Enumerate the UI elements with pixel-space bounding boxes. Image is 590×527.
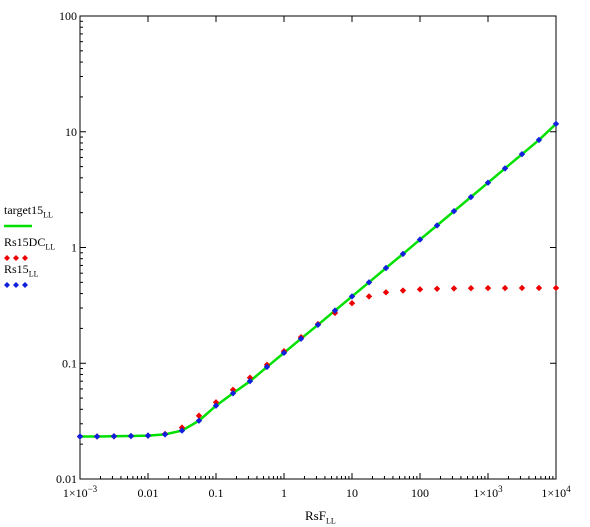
data-point-Rs15 bbox=[535, 136, 543, 144]
data-point-Rs15DC bbox=[450, 285, 458, 292]
data-point-Rs15DC bbox=[535, 284, 543, 292]
data-point-Rs15DC bbox=[552, 284, 560, 292]
legend-label-subscript: LL bbox=[28, 269, 39, 279]
y-tick-label: 1 bbox=[71, 241, 77, 255]
legend-swatch-marker bbox=[4, 255, 10, 261]
data-point-Rs15 bbox=[416, 236, 424, 243]
data-point-Rs15 bbox=[93, 433, 101, 440]
data-point-Rs15 bbox=[127, 432, 135, 440]
x-tick-label: 1 bbox=[281, 486, 287, 500]
data-point-Rs15 bbox=[161, 431, 169, 438]
y-tick-label: 0.01 bbox=[56, 472, 77, 486]
data-point-Rs15 bbox=[178, 427, 186, 434]
data-point-Rs15DC bbox=[246, 374, 254, 381]
plot-frame bbox=[79, 15, 557, 480]
x-tick-exponent: −3 bbox=[88, 484, 98, 494]
data-point-Rs15 bbox=[229, 390, 237, 397]
data-point-Rs15 bbox=[552, 120, 560, 128]
series-line-target15 bbox=[80, 122, 557, 438]
data-point-Rs15 bbox=[365, 279, 373, 286]
data-point-Rs15 bbox=[433, 222, 441, 229]
series-layer bbox=[76, 120, 560, 440]
data-point-Rs15DC bbox=[501, 284, 509, 292]
data-point-Rs15 bbox=[297, 335, 305, 342]
x-tick-label: 0.01 bbox=[138, 486, 159, 500]
x-tick-exponent: 4 bbox=[566, 484, 571, 494]
legend-swatch-marker bbox=[13, 282, 19, 288]
data-point-Rs15DC bbox=[518, 284, 526, 292]
legend-swatch bbox=[4, 282, 28, 288]
y-tick-label: 0.1 bbox=[62, 356, 77, 370]
data-point-Rs15 bbox=[212, 402, 220, 409]
legend-label-text: Rs15DC bbox=[4, 235, 46, 249]
x-tick-label: 1×104 bbox=[541, 484, 571, 500]
legend-label-subscript: LL bbox=[45, 242, 56, 252]
x-axis-label-text: RsF bbox=[305, 508, 326, 523]
legend-label-text: Rs15 bbox=[4, 262, 29, 276]
x-axis-label-subscript: LL bbox=[325, 516, 336, 526]
legend-label: target15LL bbox=[4, 203, 53, 219]
legend-swatch bbox=[4, 224, 32, 228]
data-point-Rs15DC bbox=[416, 286, 424, 293]
data-point-Rs15 bbox=[110, 433, 118, 440]
data-point-Rs15 bbox=[76, 433, 84, 440]
legend-swatch-marker bbox=[22, 282, 28, 288]
data-point-Rs15 bbox=[331, 307, 339, 314]
data-point-Rs15 bbox=[348, 293, 356, 300]
data-point-Rs15 bbox=[314, 321, 322, 328]
data-point-Rs15 bbox=[382, 264, 390, 272]
legend-swatch-marker bbox=[4, 282, 10, 288]
legend-swatch-marker bbox=[13, 255, 19, 261]
data-point-Rs15 bbox=[399, 250, 407, 258]
data-point-Rs15 bbox=[246, 377, 254, 385]
data-point-Rs15 bbox=[484, 179, 492, 186]
y-tick-label: 10 bbox=[65, 125, 77, 139]
legend-label-text: target15 bbox=[4, 203, 44, 217]
data-point-Rs15DC bbox=[433, 285, 441, 292]
data-point-Rs15DC bbox=[229, 386, 237, 393]
x-tick-label: 100 bbox=[411, 486, 429, 500]
legend-swatch bbox=[4, 255, 28, 261]
x-tick-label: 0.1 bbox=[209, 486, 224, 500]
legend-label-subscript: LL bbox=[43, 210, 53, 220]
legend-label: Rs15DCLL bbox=[4, 235, 55, 251]
x-tick-exponent: 3 bbox=[498, 484, 503, 494]
data-point-Rs15DC bbox=[382, 289, 390, 296]
data-point-Rs15 bbox=[263, 363, 271, 371]
data-point-Rs15DC bbox=[467, 285, 475, 292]
data-point-Rs15 bbox=[195, 417, 203, 424]
y-tick-label: 100 bbox=[59, 9, 77, 23]
legend-swatch-marker bbox=[22, 255, 28, 261]
data-point-Rs15 bbox=[450, 207, 458, 215]
x-tick-label: 1×103 bbox=[473, 484, 503, 500]
data-point-Rs15 bbox=[144, 432, 152, 439]
data-point-Rs15DC bbox=[484, 284, 492, 292]
data-point-Rs15DC bbox=[212, 399, 220, 406]
x-tick-label: 10 bbox=[346, 486, 358, 500]
legend-label: Rs15LL bbox=[4, 262, 38, 278]
data-point-Rs15 bbox=[501, 165, 509, 172]
data-point-Rs15DC bbox=[348, 300, 356, 307]
data-point-Rs15DC bbox=[195, 412, 203, 419]
data-point-Rs15 bbox=[467, 193, 475, 201]
data-point-Rs15 bbox=[280, 349, 288, 357]
data-point-Rs15DC bbox=[399, 287, 407, 294]
x-axis-label: RsFLL bbox=[305, 508, 336, 526]
data-point-Rs15DC bbox=[365, 293, 373, 300]
data-point-Rs15 bbox=[518, 150, 526, 158]
x-tick-label: 1×10−3 bbox=[63, 484, 98, 500]
